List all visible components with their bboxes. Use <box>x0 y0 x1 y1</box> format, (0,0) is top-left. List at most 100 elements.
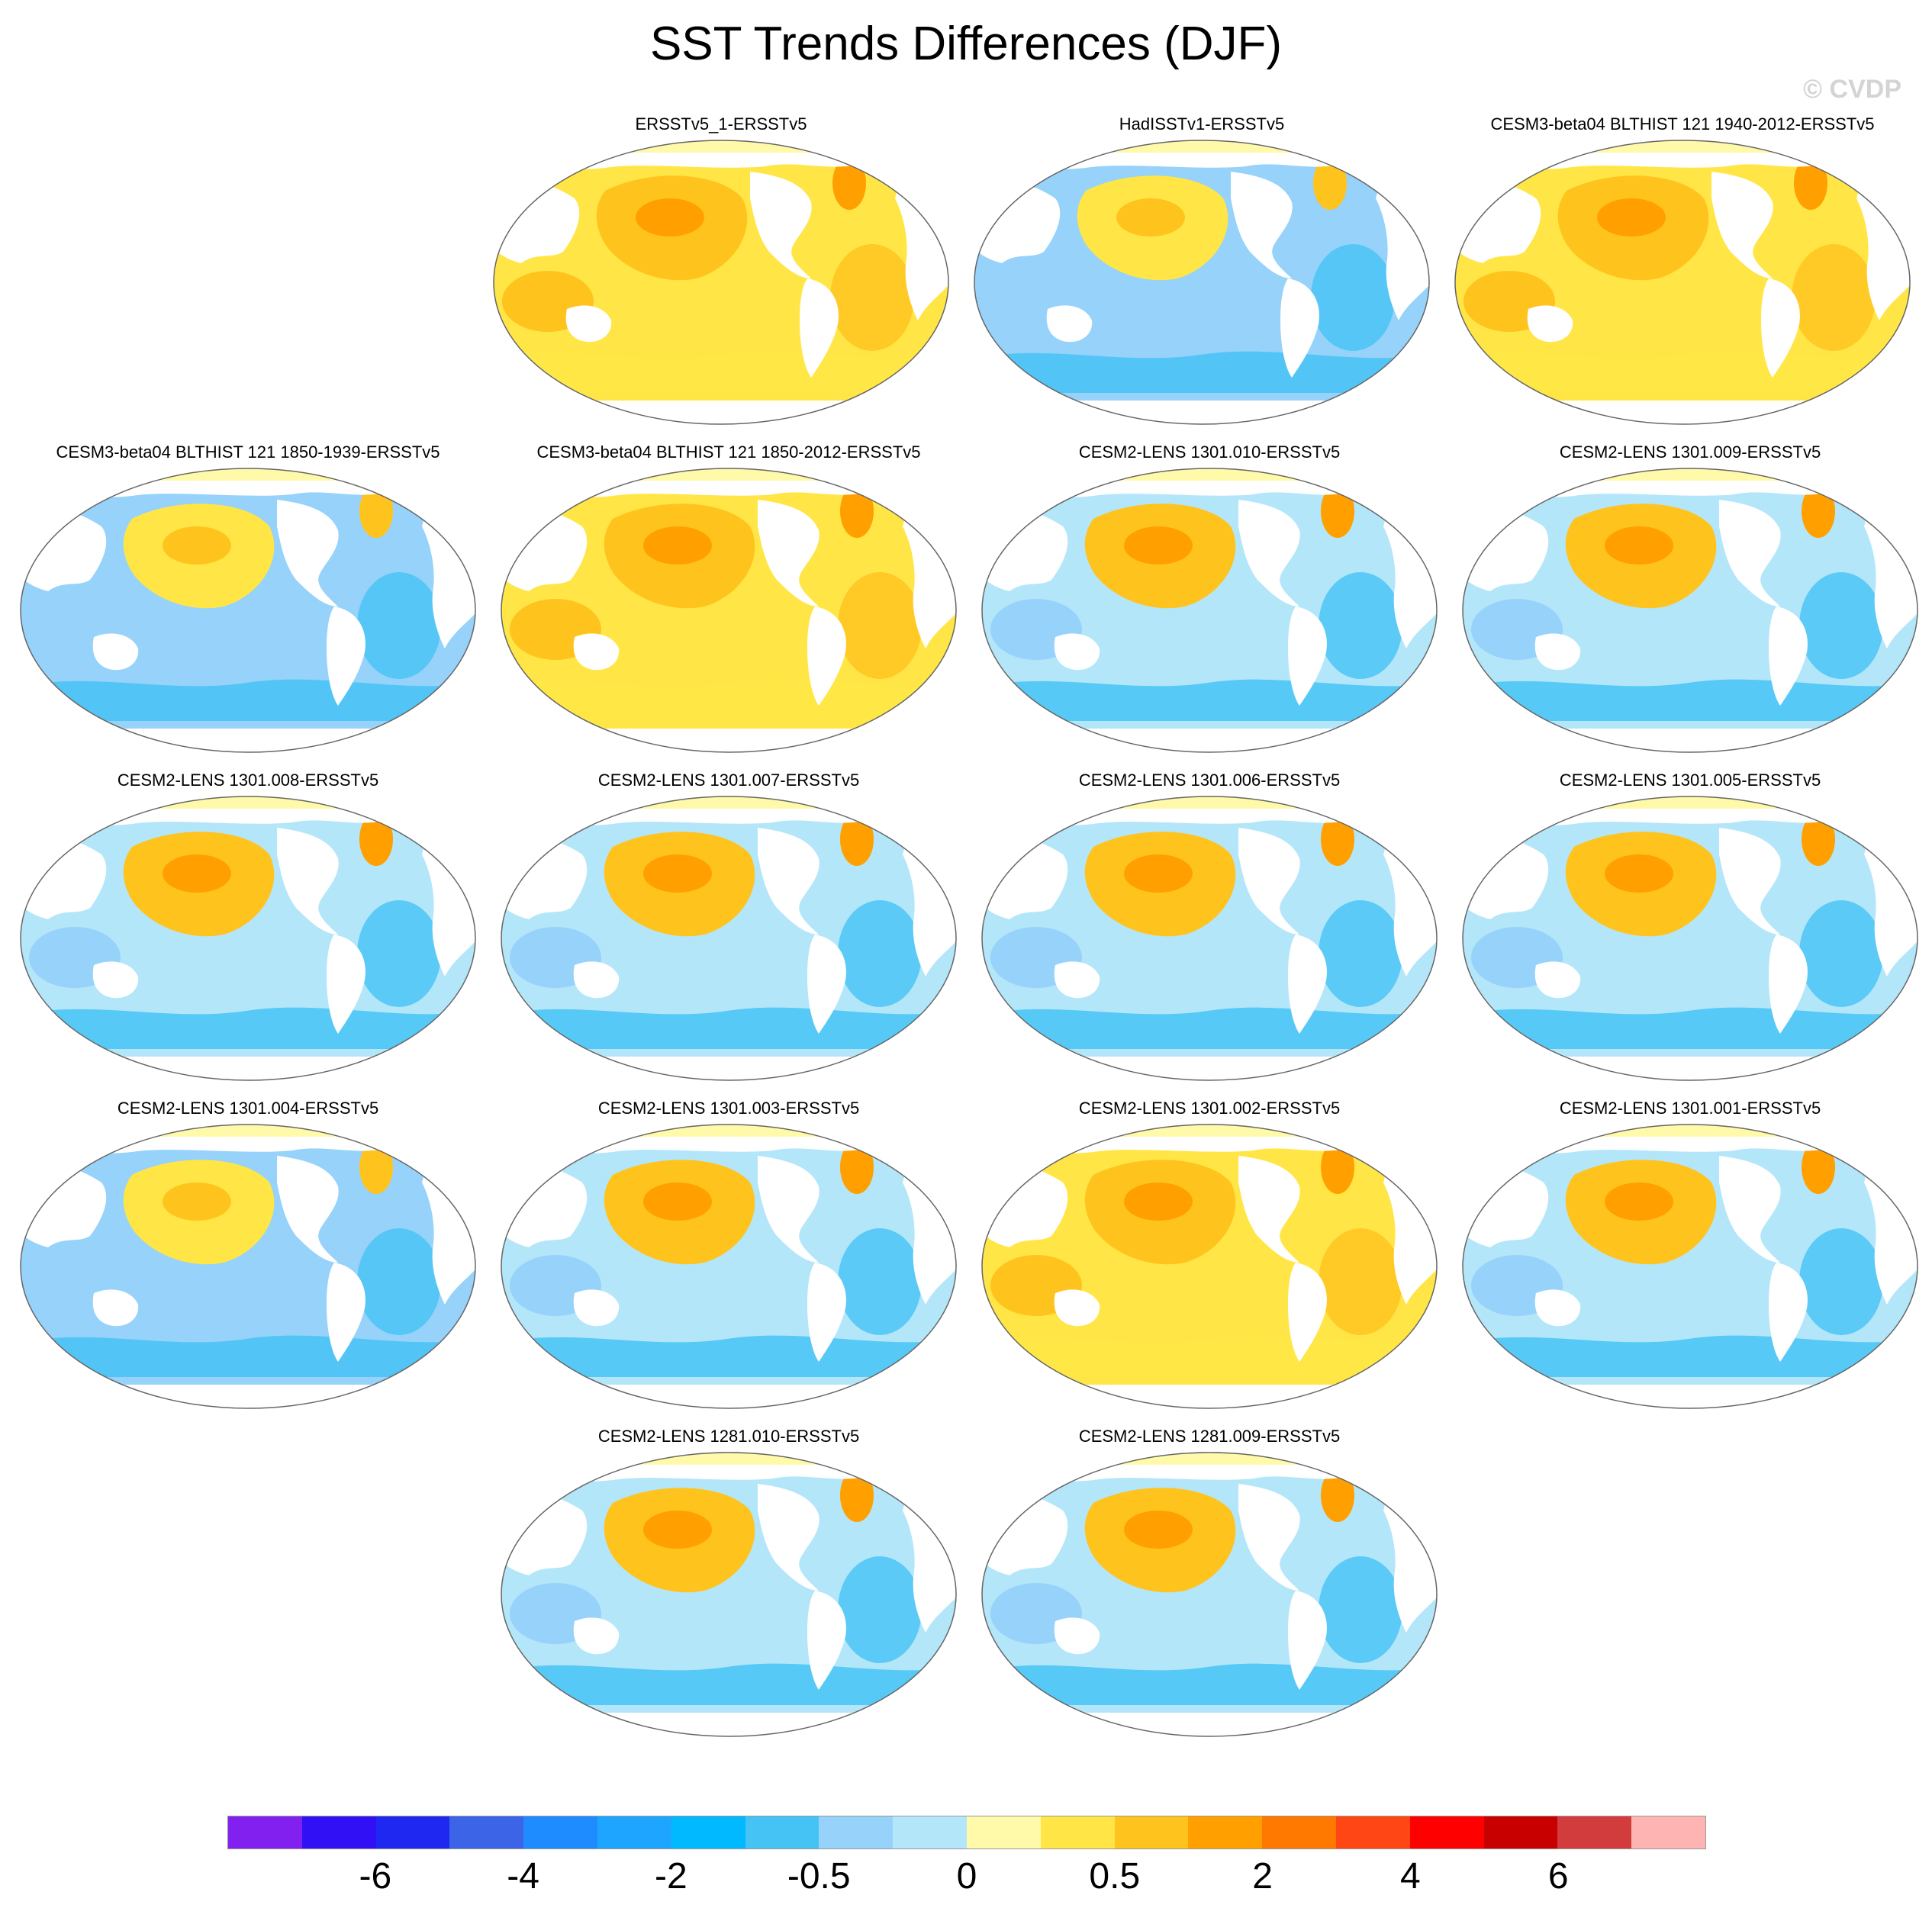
colorbar-label: 0.5 <box>1089 1856 1141 1897</box>
map-panel: CESM2-LENS 1281.009-ERSSTv5 <box>973 1427 1446 1747</box>
south-america-land <box>1288 607 1327 706</box>
map-border <box>1462 468 1918 753</box>
north-atlantic-anomaly <box>1802 484 1835 538</box>
antarctica-land <box>1463 729 1918 752</box>
panel-title: CESM2-LENS 1301.001-ERSSTv5 <box>1559 1099 1821 1118</box>
pacific-core <box>163 526 231 565</box>
watermark: © CVDP <box>1803 75 1901 104</box>
north-atlantic-anomaly <box>359 812 393 866</box>
colorbar-label: -2 <box>655 1856 687 1897</box>
pacific-core <box>643 1182 712 1221</box>
southern-ocean-band <box>1463 1007 1918 1049</box>
robinson-map <box>981 468 1438 753</box>
north-america-land <box>277 500 339 607</box>
atlantic-anomaly <box>357 900 441 1007</box>
panel-title: CESM2-LENS 1301.008-ERSSTv5 <box>117 771 379 790</box>
south-america-land <box>800 278 839 378</box>
southern-ocean-band <box>494 351 948 393</box>
colorbar-label: 6 <box>1547 1856 1569 1897</box>
map-border <box>981 468 1438 753</box>
antarctica-land <box>1463 1385 1918 1408</box>
panel-title: CESM2-LENS 1301.005-ERSSTv5 <box>1559 771 1821 790</box>
southern-ocean-band <box>982 1007 1437 1049</box>
arctic-land <box>982 809 1437 825</box>
north-america-land <box>1238 1484 1300 1591</box>
south-america-land <box>327 935 365 1034</box>
pacific-core <box>1605 526 1673 565</box>
robinson-map <box>981 1124 1438 1409</box>
north-atlantic-anomaly <box>1321 1469 1354 1522</box>
map-border <box>501 468 957 753</box>
north-america-land <box>1238 828 1300 935</box>
colorbar-segment <box>1483 1816 1558 1848</box>
pacific-core <box>163 1182 231 1221</box>
north-atlantic-anomaly <box>1802 1141 1835 1194</box>
colorbar-segment <box>1631 1816 1705 1848</box>
atlantic-anomaly <box>1319 900 1402 1007</box>
southern-ocean-band <box>982 1663 1437 1705</box>
robinson-map <box>981 1452 1438 1737</box>
australia-land <box>1527 305 1573 343</box>
map-border <box>981 796 1438 1081</box>
map-panel: ERSSTv5_1-ERSSTv5 <box>485 114 958 435</box>
north-america-land <box>1711 172 1773 278</box>
map-border <box>20 796 476 1081</box>
colorbar-segment <box>1557 1816 1632 1848</box>
antarctica-land <box>501 1057 956 1080</box>
antarctica-land <box>974 401 1429 424</box>
robinson-map <box>493 140 949 425</box>
south-america-land <box>1288 1263 1327 1362</box>
south-america-land <box>1769 1263 1808 1362</box>
australia-land <box>1054 1289 1100 1327</box>
southern-ocean-band <box>21 1007 475 1049</box>
map-panel: CESM2-LENS 1301.004-ERSSTv5 <box>11 1099 485 1419</box>
antarctica-land <box>501 729 956 752</box>
arctic-land <box>1463 1137 1918 1153</box>
southern-ocean-band <box>501 679 956 721</box>
panel-title: CESM2-LENS 1301.003-ERSSTv5 <box>597 1099 860 1118</box>
north-america-land <box>1719 828 1781 935</box>
map-panel: CESM3-beta04 BLTHIST 121 1850-2012-ERSST… <box>492 442 965 763</box>
map-border <box>501 1124 957 1409</box>
map-panel: CESM2-LENS 1301.010-ERSSTv5 <box>973 442 1446 763</box>
arctic-land <box>1455 153 1910 169</box>
colorbar-segment <box>523 1816 597 1848</box>
map-border <box>493 140 949 425</box>
antarctica-land <box>501 1385 956 1408</box>
north-atlantic-anomaly <box>1313 156 1347 210</box>
australia-land <box>1054 961 1100 999</box>
pacific-core <box>636 198 704 236</box>
atlantic-anomaly <box>1319 1556 1402 1663</box>
north-america-land <box>758 1156 819 1263</box>
southern-ocean-band <box>982 679 1437 721</box>
arctic-land <box>1463 481 1918 497</box>
atlantic-anomaly <box>838 572 922 679</box>
colorbar-label: 4 <box>1400 1856 1421 1897</box>
atlantic-anomaly <box>1311 244 1395 351</box>
robinson-map <box>501 1452 957 1737</box>
map-panel: CESM2-LENS 1301.007-ERSSTv5 <box>492 771 965 1091</box>
antarctica-land <box>982 1713 1437 1736</box>
colorbar-segment <box>597 1816 671 1848</box>
pacific-core <box>1605 1182 1673 1221</box>
panel-title: CESM3-beta04 BLTHIST 121 1850-2012-ERSST… <box>536 442 921 462</box>
southern-ocean-band <box>21 679 475 721</box>
north-america-land <box>750 172 812 278</box>
north-atlantic-anomaly <box>1321 484 1354 538</box>
map-panel: CESM3-beta04 BLTHIST 121 1850-1939-ERSST… <box>11 442 485 763</box>
map-border <box>974 140 1430 425</box>
south-america-land <box>807 935 846 1034</box>
arctic-land <box>982 481 1437 497</box>
north-america-land <box>1238 500 1300 607</box>
robinson-map <box>1462 796 1918 1081</box>
colorbar-segment <box>966 1816 1041 1848</box>
arctic-land <box>982 1465 1437 1482</box>
north-america-land <box>1238 1156 1300 1263</box>
panel-title: CESM2-LENS 1301.002-ERSSTv5 <box>1078 1099 1341 1118</box>
south-america-land <box>1769 607 1808 706</box>
south-america-land <box>1761 278 1800 378</box>
north-atlantic-anomaly <box>840 484 874 538</box>
colorbar-segment <box>671 1816 745 1848</box>
colorbar-label: -4 <box>507 1856 539 1897</box>
atlantic-anomaly <box>1319 572 1402 679</box>
